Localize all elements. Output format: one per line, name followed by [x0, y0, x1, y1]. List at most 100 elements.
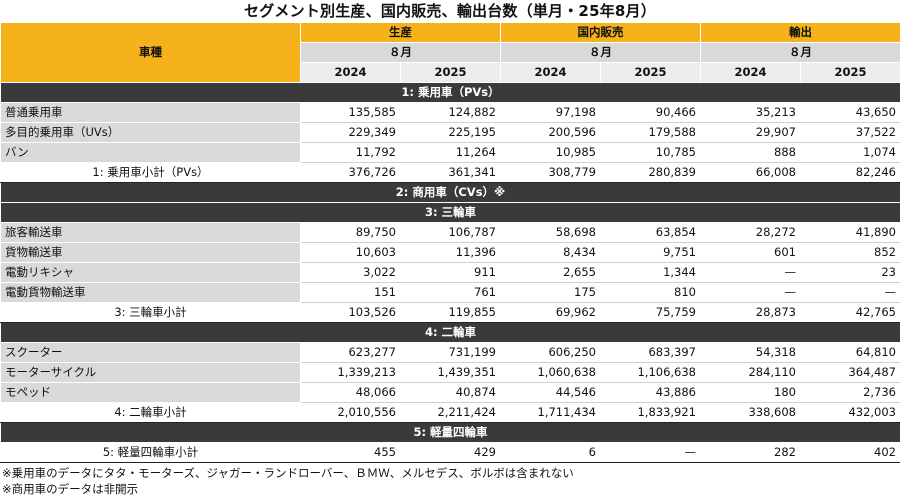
section-header-row: 1: 乗用車（PVs） [1, 83, 900, 103]
subtotal-value: 376,726 [301, 163, 401, 183]
table-row: 電動貨物輸送車 151 761 175 810 — — [1, 283, 900, 303]
cell-value: 10,985 [501, 143, 601, 163]
cell-value: 29,907 [701, 123, 801, 143]
table-row: 旅客輸送車 89,750 106,787 58,698 63,854 28,27… [1, 223, 900, 243]
footnote: ※乗用車のデータにタタ・モーターズ、ジャガー・ランドローバー、ＢＭＷ、メルセデス… [2, 465, 900, 481]
subtotal-value: 119,855 [401, 303, 501, 323]
subtotal-value: 1,833,921 [601, 403, 701, 423]
cell-value: 180 [701, 383, 801, 403]
section-title: 1: 乗用車（PVs） [1, 83, 900, 103]
cell-value: 1,106,638 [601, 363, 701, 383]
table-row: 多目的乗用車（UVs） 229,349 225,195 200,596 179,… [1, 123, 900, 143]
cell-value: 58,698 [501, 223, 601, 243]
row-label: モーターサイクル [1, 363, 301, 383]
table-title: セグメント別生産、国内販売、輸出台数（単月・25年8月） [0, 0, 900, 22]
cell-value: 1,074 [801, 143, 900, 163]
cell-value: 35,213 [701, 103, 801, 123]
section-header-row: 2: 商用車（CVs）※ [1, 183, 900, 203]
cell-value: 9,751 [601, 243, 701, 263]
subtotal-row: 4: 二輪車小計 2,010,556 2,211,424 1,711,434 1… [1, 403, 900, 423]
cell-value: 284,110 [701, 363, 801, 383]
cell-value: 124,882 [401, 103, 501, 123]
subtotal-value: 282 [701, 443, 801, 463]
subtotal-label: 4: 二輪車小計 [1, 403, 301, 423]
cell-value: 48,066 [301, 383, 401, 403]
cell-value: 11,264 [401, 143, 501, 163]
subtotal-label: 5: 軽量四輪車小計 [1, 443, 301, 463]
cell-value: 28,272 [701, 223, 801, 243]
cell-value: 10,785 [601, 143, 701, 163]
cell-value: 1,060,638 [501, 363, 601, 383]
row-label: 旅客輸送車 [1, 223, 301, 243]
section-title: 2: 商用車（CVs）※ [1, 183, 900, 203]
cell-value: 37,522 [801, 123, 900, 143]
cell-value: 1,339,213 [301, 363, 401, 383]
year-header: 2025 [401, 63, 501, 83]
year-header: 2025 [601, 63, 701, 83]
row-label: 電動貨物輸送車 [1, 283, 301, 303]
section-header-row: 5: 軽量四輪車 [1, 423, 900, 443]
cell-value: 3,022 [301, 263, 401, 283]
cell-value: 852 [801, 243, 900, 263]
subtotal-value: — [601, 443, 701, 463]
year-header: 2024 [501, 63, 601, 83]
table-row: バン 11,792 11,264 10,985 10,785 888 1,074 [1, 143, 900, 163]
cell-value: 54,318 [701, 343, 801, 363]
subtotal-value: 402 [801, 443, 900, 463]
cell-value: 135,585 [301, 103, 401, 123]
section-title: 4: 二輪車 [1, 323, 900, 343]
cell-value: 43,650 [801, 103, 900, 123]
group-header-production: 生産 [301, 23, 501, 43]
cell-value: 64,810 [801, 343, 900, 363]
year-header: 2025 [801, 63, 900, 83]
cell-value: 601 [701, 243, 801, 263]
cell-value: 623,277 [301, 343, 401, 363]
cell-value: 8,434 [501, 243, 601, 263]
cell-value: 151 [301, 283, 401, 303]
subtotal-value: 66,008 [701, 163, 801, 183]
row-label: 多目的乗用車（UVs） [1, 123, 301, 143]
cell-value: 1,439,351 [401, 363, 501, 383]
subtotal-value: 6 [501, 443, 601, 463]
cell-value: 23 [801, 263, 900, 283]
cell-value: 63,854 [601, 223, 701, 243]
subtotal-value: 103,526 [301, 303, 401, 323]
cell-value: 761 [401, 283, 501, 303]
cell-value: 10,603 [301, 243, 401, 263]
cell-value: 44,546 [501, 383, 601, 403]
subtotal-value: 308,779 [501, 163, 601, 183]
cell-value: 1,344 [601, 263, 701, 283]
subtotal-label: 3: 三輪車小計 [1, 303, 301, 323]
cell-value: 11,792 [301, 143, 401, 163]
table-row: 貨物輸送車 10,603 11,396 8,434 9,751 601 852 [1, 243, 900, 263]
cell-value: 911 [401, 263, 501, 283]
cell-value: 43,886 [601, 383, 701, 403]
row-label: 貨物輸送車 [1, 243, 301, 263]
table-row: モーターサイクル 1,339,213 1,439,351 1,060,638 1… [1, 363, 900, 383]
cell-value: — [801, 283, 900, 303]
row-label: スクーター [1, 343, 301, 363]
table-row: スクーター 623,277 731,199 606,250 683,397 54… [1, 343, 900, 363]
cell-value: 225,195 [401, 123, 501, 143]
subtotal-value: 2,211,424 [401, 403, 501, 423]
segment-table: 車種 生産 国内販売 輸出 ８月 ８月 ８月 2024 2025 2024 20… [0, 22, 900, 463]
subtotal-value: 361,341 [401, 163, 501, 183]
row-label: 普通乗用車 [1, 103, 301, 123]
cell-value: 41,890 [801, 223, 900, 243]
group-header-domestic-sales: 国内販売 [501, 23, 701, 43]
cell-value: 106,787 [401, 223, 501, 243]
section-title: 3: 三輪車 [1, 203, 900, 223]
month-header: ８月 [701, 43, 900, 63]
cell-value: — [701, 283, 801, 303]
subtotal-value: 432,003 [801, 403, 900, 423]
table-row: 普通乗用車 135,585 124,882 97,198 90,466 35,2… [1, 103, 900, 123]
cell-value: 97,198 [501, 103, 601, 123]
category-header: 車種 [1, 23, 301, 83]
cell-value: 606,250 [501, 343, 601, 363]
month-header: ８月 [501, 43, 701, 63]
section-header-row: 4: 二輪車 [1, 323, 900, 343]
table-body: 1: 乗用車（PVs） 普通乗用車 135,585 124,882 97,198… [1, 83, 900, 463]
table-row: モペッド 48,066 40,874 44,546 43,886 180 2,7… [1, 383, 900, 403]
section-header-row: 3: 三輪車 [1, 203, 900, 223]
subtotal-value: 82,246 [801, 163, 900, 183]
